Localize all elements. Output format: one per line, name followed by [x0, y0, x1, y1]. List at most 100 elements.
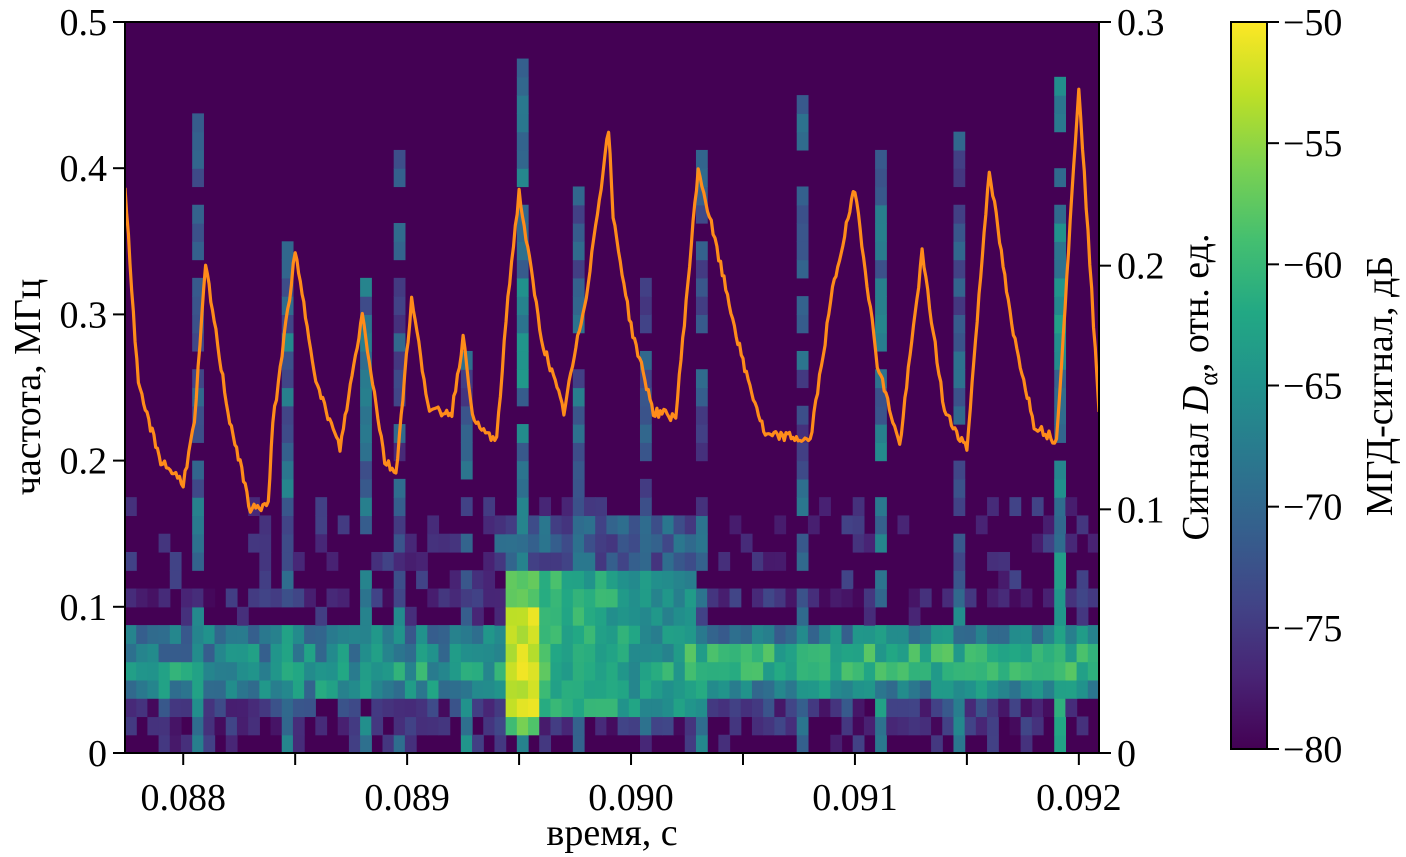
heatmap-cell	[158, 533, 171, 553]
heatmap-cell	[796, 241, 809, 261]
heatmap-cell	[1054, 424, 1067, 443]
heatmap-cell	[651, 606, 663, 626]
heatmap-cell	[819, 625, 831, 644]
heatmap-cell	[292, 588, 305, 608]
heatmap-cell	[763, 588, 775, 608]
heatmap-cell	[606, 570, 619, 590]
heatmap-cell	[169, 625, 182, 644]
heatmap-cell	[807, 661, 820, 681]
heatmap-cell	[292, 716, 305, 736]
heatmap-cell	[460, 570, 473, 590]
heatmap-cell	[169, 643, 182, 663]
heatmap-cell	[1054, 277, 1067, 297]
heatmap-cell	[1087, 588, 1099, 608]
heatmap-cell	[416, 570, 428, 590]
heatmap-cell	[192, 113, 204, 133]
colorbar-tick-label: −50	[1283, 2, 1342, 44]
heatmap-cell	[516, 460, 529, 480]
heatmap-cell	[796, 533, 809, 553]
heatmap-cell	[639, 643, 652, 663]
heatmap-cell	[516, 95, 529, 114]
heatmap-cell	[673, 588, 686, 608]
heatmap-cell	[259, 643, 272, 663]
heatmap-cell	[695, 625, 708, 644]
heatmap-cell	[953, 296, 966, 315]
heatmap-cell	[1065, 643, 1078, 663]
heatmap-cell	[393, 679, 406, 699]
heatmap-cell	[236, 698, 249, 718]
heatmap-cell	[807, 588, 820, 608]
heatmap-cell	[964, 661, 977, 681]
heatmap-cell	[998, 570, 1011, 590]
heatmap-cell	[371, 588, 384, 608]
heatmap-cell	[875, 168, 887, 188]
heatmap-cell	[248, 679, 260, 699]
heatmap-cell	[673, 625, 686, 644]
heatmap-cell	[796, 625, 809, 644]
heatmap-cell	[919, 661, 932, 681]
heatmap-cell	[1054, 533, 1067, 553]
heatmap-cell	[1043, 625, 1055, 644]
y2-tick-label: 0.2	[1117, 246, 1165, 288]
heatmap-cell	[751, 661, 764, 681]
heatmap-cell	[953, 643, 966, 663]
heatmap-cell	[416, 679, 428, 699]
heatmap-cell	[270, 661, 283, 681]
heatmap-cell	[572, 277, 585, 297]
heatmap-cell	[125, 625, 137, 644]
heatmap-cell	[460, 625, 473, 644]
heatmap-cell	[360, 588, 372, 608]
heatmap-cell	[572, 369, 585, 389]
heatmap-cell	[852, 533, 865, 553]
heatmap-cell	[875, 515, 887, 535]
heatmap-cell	[337, 679, 350, 699]
heatmap-cell	[875, 186, 887, 206]
heatmap-cell	[796, 551, 809, 571]
heatmap-cell	[987, 551, 999, 571]
heatmap-cell	[393, 296, 406, 315]
heatmap-cell	[203, 734, 216, 753]
heatmap-cell	[852, 625, 865, 644]
heatmap-cell	[505, 570, 518, 590]
heatmap-cell	[1099, 589, 1111, 608]
heatmap-cell	[382, 734, 395, 753]
heatmap-cell	[740, 643, 753, 663]
heatmap-cell	[819, 698, 831, 718]
heatmap-cell	[953, 734, 966, 753]
heatmap-cell	[1054, 95, 1067, 114]
heatmap-cell	[404, 643, 417, 663]
heatmap-cell	[281, 369, 294, 389]
heatmap-cell	[259, 570, 272, 590]
heatmap-cell	[337, 625, 350, 644]
heatmap-cell	[651, 679, 663, 699]
heatmap-cell	[371, 643, 384, 663]
heatmap-cell	[796, 679, 809, 699]
heatmap-cell	[483, 679, 496, 699]
y2-axis-label: Сигнал Dα, отн. ед.	[1175, 234, 1223, 541]
heatmap-cell	[796, 606, 809, 626]
heatmap-cell	[427, 661, 440, 681]
y-tick-label: 0	[88, 733, 107, 775]
heatmap-cell	[192, 131, 204, 151]
heatmap-cell	[248, 588, 260, 608]
heatmap-cell	[125, 551, 137, 571]
heatmap-cell	[729, 679, 742, 699]
heatmap-cell	[639, 570, 652, 590]
heatmap-cell	[796, 131, 809, 151]
heatmap-cell	[337, 716, 350, 736]
heatmap-cell	[852, 698, 865, 718]
heatmap-cell	[875, 387, 887, 407]
heatmap-cell	[572, 424, 585, 443]
heatmap-cell	[651, 570, 663, 590]
heatmap-cell	[953, 314, 966, 334]
heatmap-cell	[494, 606, 507, 626]
heatmap-cell	[1054, 734, 1067, 753]
heatmap-cell	[404, 716, 417, 736]
heatmap-cell	[572, 405, 585, 425]
heatmap-cell	[572, 314, 585, 334]
heatmap-cell	[125, 661, 137, 681]
heatmap-cell	[1020, 588, 1033, 608]
heatmap-cell	[427, 698, 440, 718]
heatmap-cell	[651, 643, 663, 663]
heatmap-cell	[483, 625, 496, 644]
